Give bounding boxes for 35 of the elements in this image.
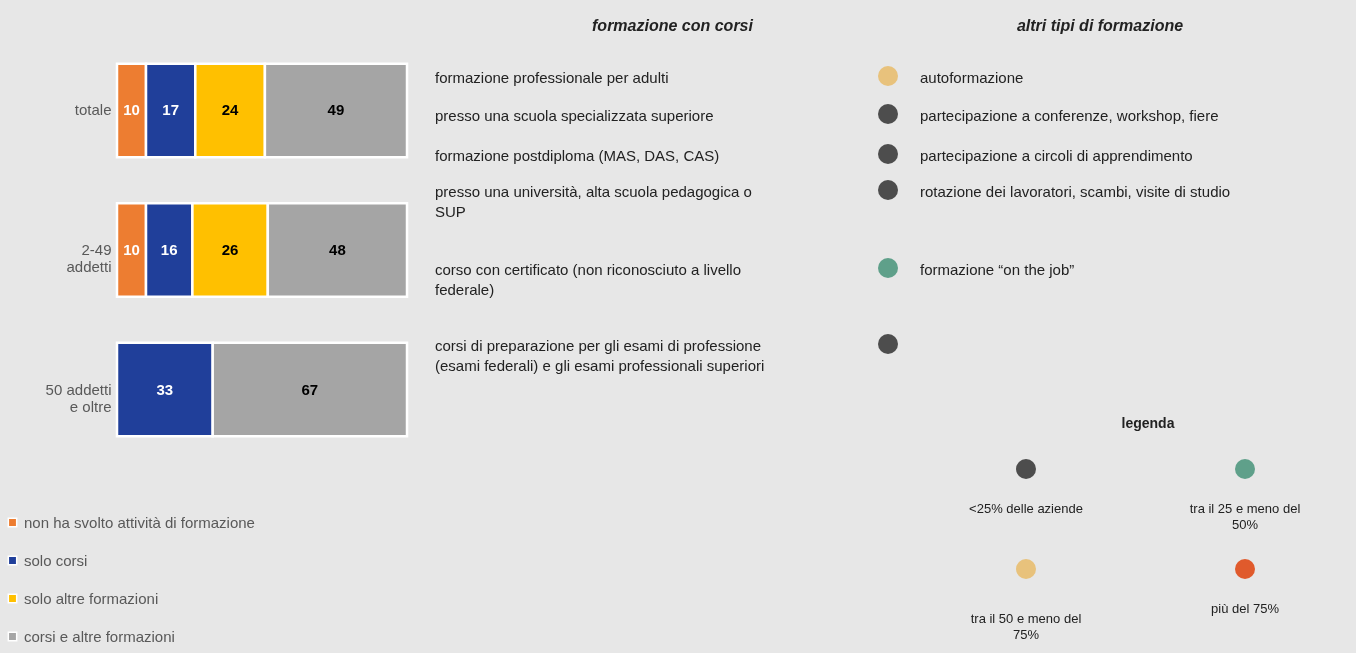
data-label: 33 xyxy=(156,380,174,398)
data-label: 67 xyxy=(301,380,319,398)
data-label: 48 xyxy=(329,241,346,258)
text: formazione “on the job” xyxy=(920,260,1076,280)
text: presso una università, alta scuola pedagogica o SUP xyxy=(435,182,753,222)
legend-label: non ha svolto attività di formazione xyxy=(24,513,255,531)
data-label: 16 xyxy=(160,241,178,258)
text: tra il 50 e meno del 75% xyxy=(969,611,1083,643)
text: legenda xyxy=(1120,415,1176,431)
text: corso con certificato (non riconosciuto a livello federale) xyxy=(435,260,742,300)
data-label: 26 xyxy=(221,241,239,258)
legend-label: corsi e altre formazioni xyxy=(24,627,175,645)
text: partecipazione a conferenze, workshop, fiere xyxy=(920,106,1220,126)
text: formazione con corsi xyxy=(591,17,754,35)
legend-label: solo altre formazioni xyxy=(24,589,159,607)
data-label: 17 xyxy=(162,101,179,119)
legend-label: solo corsi xyxy=(24,551,88,569)
text: formazione professionale per adulti xyxy=(435,68,670,88)
text: presso una scuola specializzata superiore xyxy=(435,106,715,126)
text: formazione postdiploma (MAS, DAS, CAS) xyxy=(435,146,721,166)
text: autoformazione xyxy=(920,68,1025,88)
text: <25% delle aziende xyxy=(968,501,1084,517)
text: tra il 25 e meno del 50% xyxy=(1188,501,1302,533)
text: altri tipi di formazione xyxy=(1015,17,1185,35)
text: corsi di preparazione per gli esami di professione (esami federali) e gli esami professionali superiori xyxy=(435,336,766,376)
data-label: 24 xyxy=(221,101,240,119)
text: partecipazione a circoli di apprendimento xyxy=(920,146,1194,166)
data-label: 10 xyxy=(123,101,140,119)
text: più del 75% xyxy=(1210,601,1280,617)
y-tick-label: totale xyxy=(74,101,112,119)
data-label: 49 xyxy=(327,101,345,119)
text: rotazione dei lavoratori, scambi, visite di studio xyxy=(920,182,1232,202)
y-tick-label: 50 addetti e oltre xyxy=(45,380,112,415)
data-label: 10 xyxy=(123,241,140,258)
y-tick-label: 2-49 addetti xyxy=(66,241,112,275)
